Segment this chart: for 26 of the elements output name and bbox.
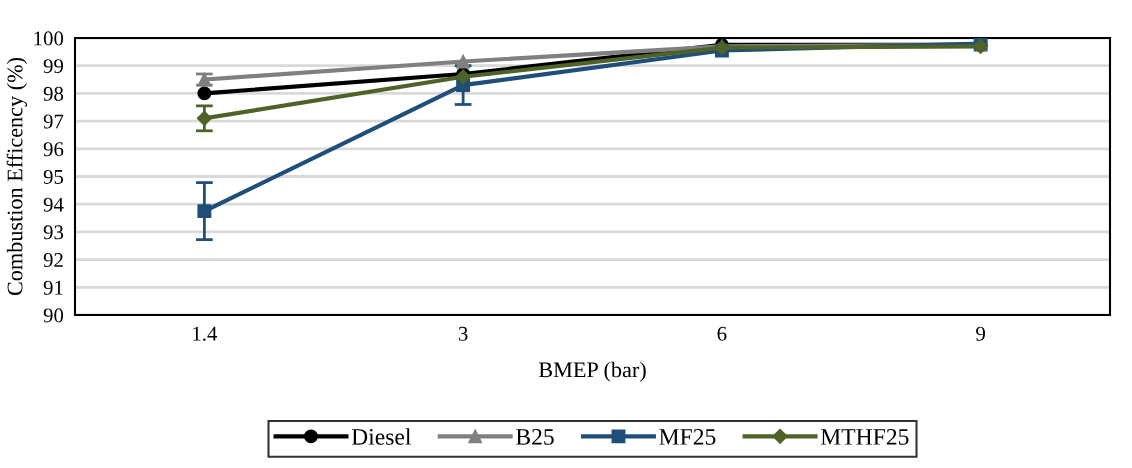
y-tick-label: 96 <box>43 142 64 157</box>
y-tick-label: 95 <box>43 169 64 184</box>
x-axis-title: BMEP (bar) <box>538 361 646 382</box>
y-tick-label: 94 <box>43 197 64 212</box>
x-tick-label: 1.4 <box>193 326 218 341</box>
x-tick-label: 6 <box>717 326 727 341</box>
point <box>197 204 212 219</box>
point <box>197 86 212 101</box>
y-tick-label: 91 <box>43 280 63 295</box>
point <box>196 110 212 126</box>
x-tick-label: 9 <box>976 326 985 341</box>
legend-label: Diesel <box>351 428 411 445</box>
legend-label: B25 <box>516 428 554 445</box>
y-tick-label: 98 <box>43 86 64 101</box>
x-tick-label: 3 <box>458 326 468 341</box>
y-tick-label: 99 <box>43 59 64 74</box>
y-tick-label: 93 <box>43 225 64 240</box>
y-axis-title: Combustion Efficency (%) <box>6 57 28 296</box>
point <box>456 54 471 69</box>
y-tick-label: 100 <box>34 31 64 46</box>
legend-label: MF25 <box>659 428 716 445</box>
point <box>455 69 471 85</box>
y-tick-label: 92 <box>43 253 63 268</box>
y-tick-label: 97 <box>43 114 64 129</box>
y-tick-label: 90 <box>43 308 64 323</box>
legend-label: MTHF25 <box>820 428 909 445</box>
